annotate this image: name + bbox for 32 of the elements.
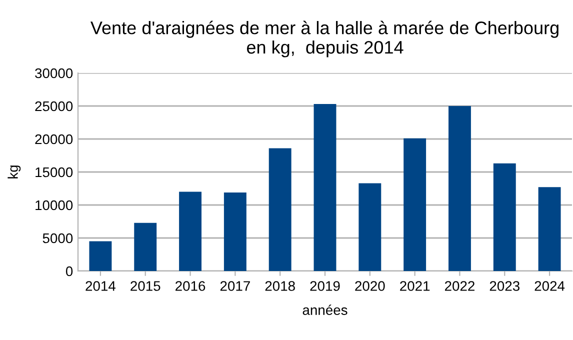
x-axis-title: années [302,304,348,315]
bar [493,163,516,271]
bar [224,192,246,271]
x-tick-label: 2014 [86,281,116,291]
x-tick-label: 2024 [534,281,565,291]
bar [358,183,382,271]
y-tick-label: 20000 [35,134,73,144]
x-tick-label: 2018 [265,281,295,291]
bar [448,106,471,271]
y-axis-title: kg [8,166,21,178]
bar [89,241,112,271]
bar [314,104,336,271]
y-tick-label: 15000 [36,167,73,178]
x-tick-label: 2015 [130,281,160,291]
x-tick-label: 2017 [220,281,250,291]
x-tick-label: 2019 [310,281,340,291]
bar [268,148,292,271]
y-tick-label: 5000 [42,233,73,244]
bar [404,138,426,271]
x-tick-label: 2022 [444,281,474,291]
bar [538,187,561,271]
x-tick-label: 2023 [490,281,520,291]
y-tick-label: 10000 [36,200,73,210]
chart-title: Vente d'araignées de mer à la halle à marée de Cherbourg en kg, depuis 2014 [90,20,558,58]
y-tick-label: 30000 [35,68,73,78]
bar [179,192,202,271]
y-tick-label: 0 [66,266,73,276]
x-tick-label: 2021 [400,281,430,291]
x-tick-label: 2016 [176,281,206,291]
x-tick-label: 2020 [355,281,385,291]
bar [134,222,157,271]
y-tick-label: 25000 [35,101,73,112]
